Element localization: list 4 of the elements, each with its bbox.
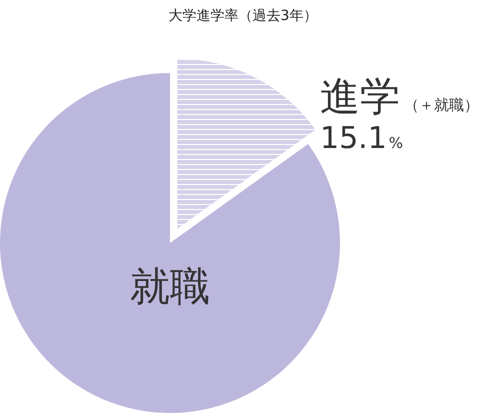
chart-title: 大学進学率（過去3年） xyxy=(168,8,318,24)
data-label: 15.1% xyxy=(320,121,404,156)
slice-label: 就職 xyxy=(130,264,210,310)
slice-label: 進学（＋就職） xyxy=(320,74,479,120)
